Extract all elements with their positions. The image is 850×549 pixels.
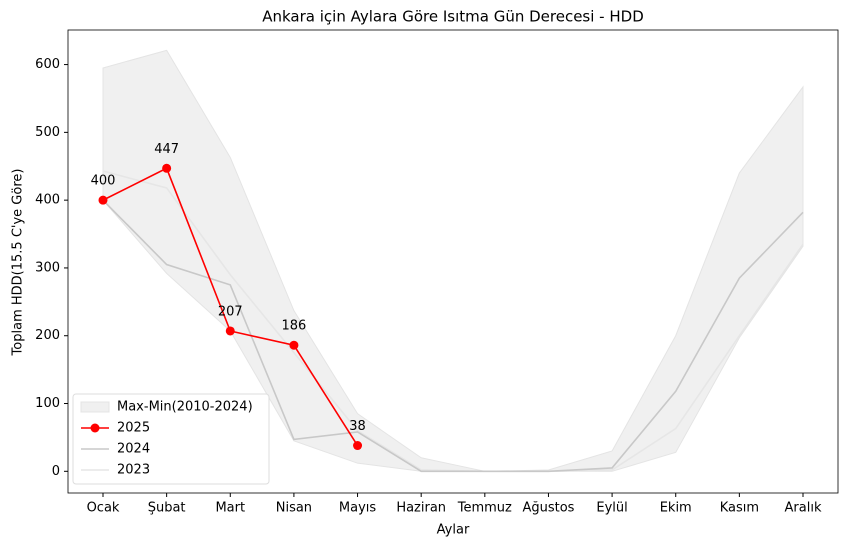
x-tick-label: Aralık	[785, 501, 822, 516]
y-tick-label: 100	[35, 396, 60, 411]
x-tick-label: Kasım	[720, 501, 759, 516]
point	[353, 441, 363, 451]
legend-swatch	[80, 401, 110, 413]
x-axis-label: Aylar	[437, 523, 470, 538]
x-tick-label: Ağustos	[522, 501, 574, 516]
data-label: 38	[349, 419, 366, 434]
point	[225, 326, 235, 336]
x-tick-label: Mayıs	[339, 501, 376, 516]
x-tick-label: Haziran	[396, 501, 446, 516]
y-axis-label: Toplam HDD(15.5 C'ye Göre)	[11, 169, 26, 357]
data-label: 447	[154, 142, 179, 157]
x-tick-label: Ekim	[660, 501, 692, 516]
x-tick-label: Ocak	[87, 501, 120, 516]
x-tick-label: Şubat	[148, 501, 186, 516]
data-label: 400	[91, 174, 116, 189]
point	[162, 163, 172, 173]
x-tick-label: Nisan	[276, 501, 312, 516]
y-tick-label: 300	[35, 260, 60, 275]
legend-box	[72, 393, 270, 485]
y-tick-label: 0	[52, 464, 60, 479]
point	[98, 195, 108, 205]
y-tick-label: 500	[35, 125, 60, 140]
y-tick-label: 200	[35, 328, 60, 343]
legend-label: 2024	[117, 442, 150, 457]
legend-label: 2023	[117, 463, 150, 478]
plot-frame	[67, 29, 839, 494]
data-label: 207	[218, 304, 243, 319]
x-tick-label: Mart	[215, 501, 245, 516]
x-tick-label: Temmuz	[457, 501, 512, 516]
x-tick-label: Eylül	[596, 501, 627, 516]
series-line	[102, 199, 804, 473]
range-band	[102, 49, 804, 472]
y-tick-label: 400	[35, 193, 60, 208]
legend-label: Max-Min(2010-2024)	[117, 400, 253, 415]
chart-title: Ankara için Aylara Göre Isıtma Gün Derec…	[262, 8, 644, 26]
legend-marker	[90, 423, 100, 433]
point	[289, 340, 299, 350]
y-tick-label: 600	[35, 57, 60, 72]
data-label: 186	[281, 319, 306, 334]
legend-label: 2025	[117, 421, 150, 436]
